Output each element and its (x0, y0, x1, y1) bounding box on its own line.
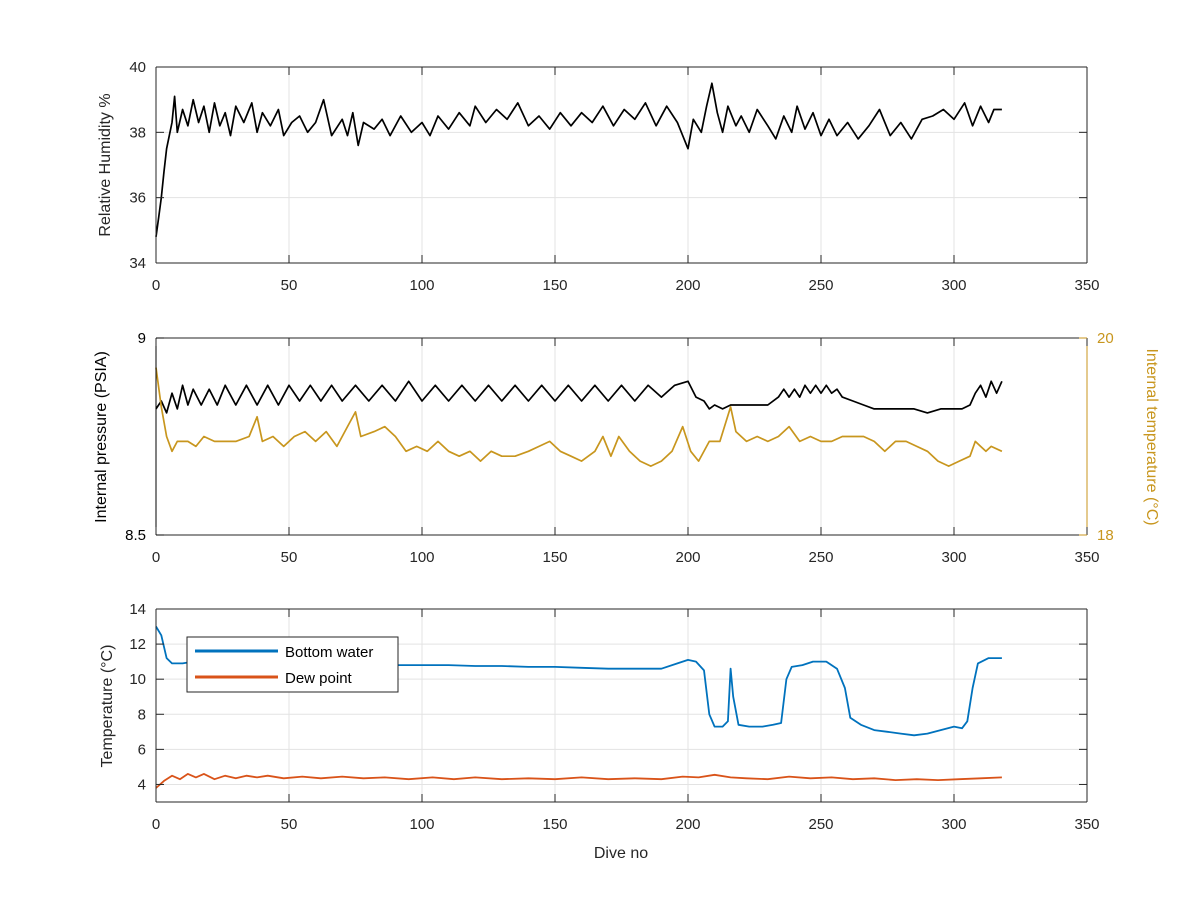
temperature-xtick-label-2: 100 (409, 816, 434, 833)
temperature-xtick-label-4: 200 (675, 816, 700, 833)
humidity-xtick-label-6: 300 (941, 277, 966, 294)
internal-temp-ylabel: Internal temperature (°C) (1143, 348, 1160, 525)
temperature-xtick-label-5: 250 (808, 816, 833, 833)
humidity-xtick-label-5: 250 (808, 277, 833, 294)
humidity-series-0 (155, 82, 1002, 238)
pressure-xtick-label-1: 50 (281, 549, 298, 566)
humidity-ylabel: Relative Humidity % (97, 93, 114, 236)
temperature-ytick-label-4: 12 (129, 636, 146, 653)
temperature-ytick-label-0: 4 (138, 776, 146, 793)
pressure-xtick-label-4: 200 (675, 549, 700, 566)
pressure-ytick-label-0: 8.5 (125, 527, 146, 544)
legend-box (186, 636, 399, 693)
pressure-y2tick-label-0: 18 (1097, 527, 1114, 544)
pressure-xtick-label-2: 100 (409, 549, 434, 566)
humidity-ytick-label-2: 38 (129, 124, 146, 141)
legend-label-dew-point: Dew point (285, 670, 353, 687)
temperature-ytick-label-1: 6 (138, 741, 146, 758)
legend: Bottom water Dew point (186, 636, 399, 693)
dive-xlabel: Dive no (594, 845, 648, 862)
humidity-xtick-label-0: 0 (152, 277, 160, 294)
humidity-xtick-label-2: 100 (409, 277, 434, 294)
temperature-ytick-label-5: 14 (129, 601, 146, 618)
pressure-ylabel: Internal pressure (PSIA) (93, 351, 110, 523)
pressure-xtick-label-7: 350 (1074, 549, 1099, 566)
humidity-ytick-label-0: 34 (129, 255, 146, 272)
temperature-ytick-label-3: 10 (129, 671, 146, 688)
temperature-series-1 (155, 773, 1002, 789)
pressure-ytick-label-1: 9 (138, 330, 146, 347)
humidity-ytick-label-3: 40 (129, 59, 146, 76)
humidity-xtick-label-4: 200 (675, 277, 700, 294)
legend-label-bottom-water: Bottom water (285, 644, 373, 661)
temperature-ytick-label-2: 8 (138, 706, 146, 723)
pressure-xtick-label-0: 0 (152, 549, 160, 566)
temperature-xtick-label-6: 300 (941, 816, 966, 833)
temperature-xtick-label-1: 50 (281, 816, 298, 833)
pressure-xtick-label-6: 300 (941, 549, 966, 566)
temperature-xtick-label-3: 150 (542, 816, 567, 833)
humidity-xtick-label-3: 150 (542, 277, 567, 294)
pressure-series-1 (155, 367, 1003, 467)
temperature-ylabel: Temperature (°C) (99, 645, 116, 768)
pressure-y2tick-label-1: 20 (1097, 330, 1114, 347)
humidity-xtick-label-1: 50 (281, 277, 298, 294)
temperature-xtick-label-0: 0 (152, 816, 160, 833)
temperature-xtick-label-7: 350 (1074, 816, 1099, 833)
pressure-xtick-label-5: 250 (808, 549, 833, 566)
humidity-xtick-label-7: 350 (1074, 277, 1099, 294)
humidity-ytick-label-1: 36 (129, 190, 146, 207)
pressure-series-0 (155, 380, 1003, 414)
pressure-xtick-label-3: 150 (542, 549, 567, 566)
